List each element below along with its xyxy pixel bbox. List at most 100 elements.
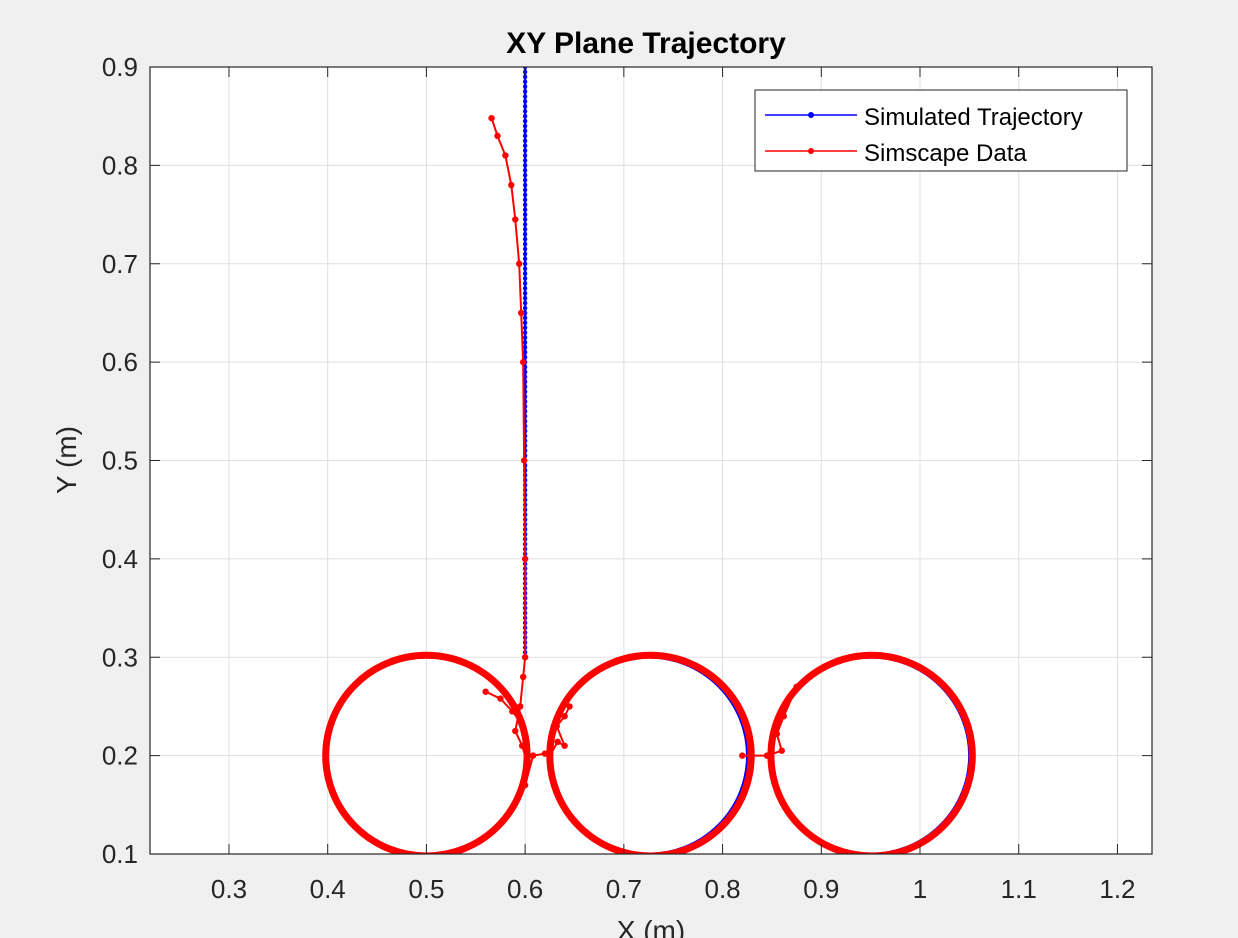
y-tick-label: 0.9: [102, 52, 138, 82]
series-marker: [519, 673, 527, 681]
series-marker: [522, 163, 528, 168]
series-marker: [522, 345, 528, 350]
x-tick-label: 0.4: [310, 874, 346, 904]
y-tick-label: 0.7: [102, 249, 138, 279]
series-marker: [553, 722, 560, 730]
series-marker: [522, 256, 528, 262]
series-marker: [494, 132, 501, 140]
series-marker: [522, 138, 528, 143]
series-line: [742, 686, 798, 757]
series-marker: [522, 89, 528, 94]
series-circle: [767, 651, 976, 854]
x-tick-label: 1: [913, 874, 927, 904]
series-marker: [522, 99, 528, 104]
series-line: [485, 690, 521, 722]
y-tick-label: 0.1: [102, 839, 138, 869]
y-tick-label: 0.5: [102, 446, 138, 476]
series-marker: [522, 143, 528, 148]
series-marker: [509, 708, 516, 715]
series-marker: [522, 128, 528, 134]
series-marker: [512, 216, 519, 223]
series-marker: [522, 295, 528, 301]
series-marker: [763, 752, 771, 759]
y-tick-label: 0.8: [102, 150, 138, 180]
series-marker: [561, 713, 568, 720]
series-marker: [522, 251, 528, 257]
series-marker: [522, 236, 528, 242]
series-marker: [522, 79, 528, 84]
series-marker: [522, 192, 528, 198]
legend-marker-simscape: [808, 148, 814, 154]
legend-box: [754, 89, 1128, 172]
series-marker: [522, 158, 528, 163]
series-marker: [522, 168, 528, 173]
y-tick-label: 0.3: [102, 642, 138, 672]
x-tick-label: 0.3: [211, 874, 247, 904]
series-marker: [522, 330, 528, 335]
x-tick-label: 0.6: [507, 874, 543, 904]
series-marker: [546, 752, 554, 759]
series-marker: [522, 350, 528, 355]
series-marker: [522, 104, 528, 109]
y-axis-label: Y (m): [51, 426, 82, 494]
series-marker: [497, 695, 504, 702]
x-tick-label: 0.8: [704, 874, 740, 904]
legend-marker-simulated: [808, 112, 814, 118]
series-marker: [780, 713, 787, 720]
y-tick-label: 0.2: [102, 741, 138, 771]
series-marker: [522, 271, 528, 276]
legend-label-simscape: Simscape Data: [864, 140, 1027, 167]
series-marker: [522, 266, 528, 271]
series-marker: [529, 752, 537, 759]
series-marker: [522, 197, 528, 203]
series-marker: [522, 118, 528, 124]
series-marker: [561, 742, 568, 749]
legend: Simulated Trajectory Simscape Data: [754, 89, 1128, 172]
series-marker: [522, 94, 528, 99]
series-marker: [522, 109, 528, 114]
series-marker: [522, 276, 528, 281]
series-marker: [522, 207, 528, 212]
series-marker: [522, 246, 528, 252]
series-marker: [793, 683, 800, 690]
chart-title: XY Plane Trajectory: [506, 27, 786, 60]
series-marker: [522, 148, 528, 153]
series-marker: [519, 358, 527, 366]
x-tick-label: 1.1: [1001, 874, 1037, 904]
series-marker: [778, 747, 786, 754]
series-marker: [522, 222, 528, 227]
series-marker: [488, 114, 495, 122]
series-marker: [522, 335, 528, 340]
series-marker: [512, 727, 519, 735]
legend-label-simulated: Simulated Trajectory: [864, 104, 1083, 131]
series-marker: [522, 123, 528, 129]
series-marker: [522, 241, 528, 247]
series-marker: [522, 320, 528, 325]
x-tick-label: 0.7: [606, 874, 642, 904]
series-marker: [520, 457, 528, 464]
series-marker: [522, 173, 528, 178]
series-marker: [522, 182, 528, 188]
series-marker: [516, 260, 523, 267]
y-tick-label: 0.4: [102, 544, 138, 574]
series-marker: [522, 113, 528, 119]
x-tick-label: 0.5: [408, 874, 444, 904]
series-marker: [522, 133, 528, 139]
series-marker: [502, 152, 509, 159]
series-marker: [521, 654, 529, 661]
y-tick-label: 0.6: [102, 347, 138, 377]
series-marker: [522, 177, 528, 183]
series-marker: [522, 281, 528, 286]
series-marker: [522, 84, 528, 89]
series-marker: [522, 355, 528, 360]
series-marker: [522, 232, 528, 237]
series-circle: [322, 651, 531, 854]
series-marker: [522, 227, 528, 232]
series-marker: [516, 717, 524, 725]
x-tick-label: 0.9: [803, 874, 839, 904]
series-marker: [522, 300, 528, 306]
series-marker: [566, 703, 573, 710]
series-marker: [773, 730, 781, 738]
series-marker: [522, 291, 528, 296]
